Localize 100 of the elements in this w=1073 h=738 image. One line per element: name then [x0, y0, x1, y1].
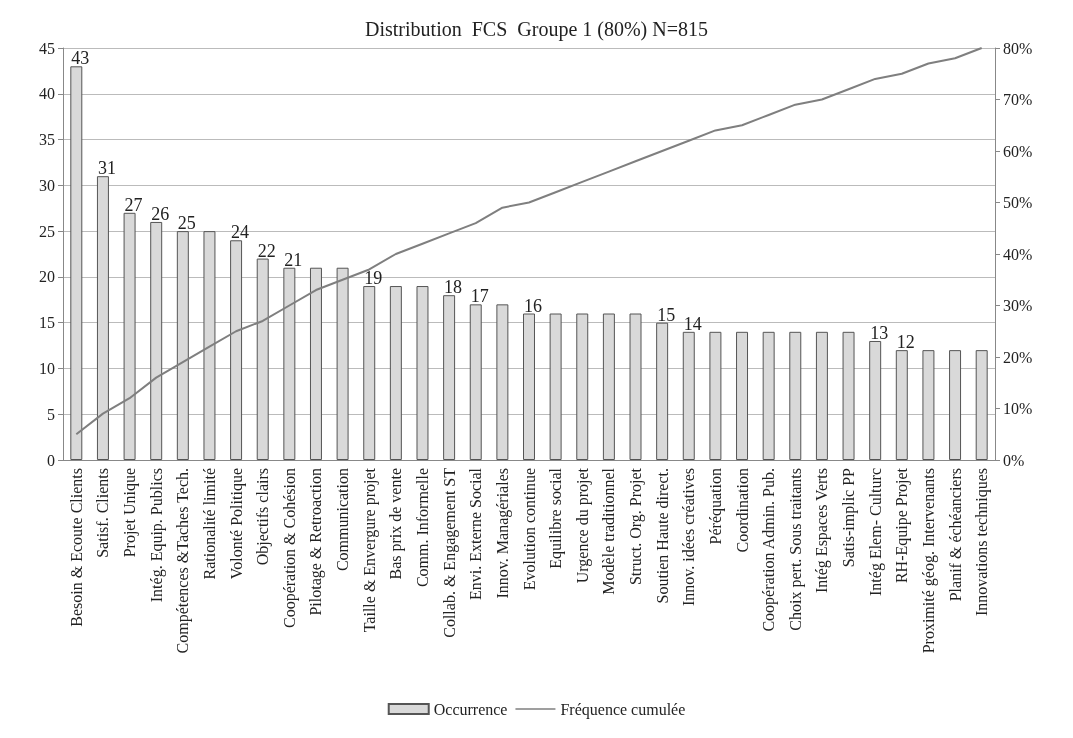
data-label: 17	[470, 286, 489, 307]
y2-tick-label: 30%	[1003, 297, 1033, 314]
x-tick-label: Satisf. Clients	[94, 468, 112, 558]
bar	[762, 331, 775, 460]
x-tick-label: Evolution continue	[520, 468, 538, 591]
x-tick-label: Comm. Informelle	[413, 468, 431, 588]
bar	[363, 286, 376, 460]
bar	[443, 295, 456, 460]
y-tick-label: 25	[39, 222, 55, 240]
x-tick-label: Volonté Politique	[227, 468, 246, 580]
bar	[150, 221, 163, 460]
bar	[549, 313, 562, 460]
data-label: 12	[896, 332, 915, 353]
x-tick-label: Planif & échéanciers	[946, 468, 964, 602]
bar	[309, 267, 322, 460]
data-label: 13	[870, 322, 889, 343]
x-tick-label: Intég. Equip. Publics	[147, 468, 166, 603]
x-tick-label: Intég Elem- Culturc	[866, 468, 885, 596]
y-tick-label: 5	[47, 405, 55, 423]
bar	[869, 340, 882, 460]
y-tick-label: 0	[47, 451, 55, 469]
x-tick-label: Compétences &Taches Tech.	[174, 468, 193, 654]
legend-label: Fréquence cumulée	[560, 700, 686, 719]
bar	[230, 240, 243, 460]
data-label: 22	[257, 240, 276, 261]
bar	[709, 331, 722, 460]
x-tick-label: Coopération Admin. Pub.	[760, 468, 779, 632]
bar	[736, 331, 749, 460]
x-tick-label: Equilibre social	[547, 467, 566, 569]
y2-tick-label: 80%	[1003, 39, 1033, 57]
y-tick-label: 15	[39, 314, 55, 332]
x-tick-label: Modèle traditionnel	[600, 467, 618, 595]
bar	[602, 313, 615, 460]
x-tick-label: Communication	[334, 468, 352, 572]
x-tick-label: Choix pert. Sous traitants	[786, 468, 805, 631]
y-tick-label: 20	[39, 268, 55, 286]
y2-tick-label: 60%	[1003, 142, 1033, 160]
x-tick-label: Coopération & Cohésion	[280, 468, 299, 628]
data-label: 27	[124, 194, 143, 215]
x-tick-label: Innov. Managériales	[493, 468, 512, 599]
x-tick-label: Urgence du projet	[573, 467, 592, 584]
data-label: 24	[231, 222, 250, 243]
bar	[70, 66, 83, 460]
x-tick-label: Rationalité limité	[200, 468, 218, 580]
x-tick-label: Envi. Externe Social	[467, 467, 485, 600]
bar	[336, 267, 349, 460]
data-label: 14	[683, 313, 702, 334]
data-label: 19	[364, 268, 383, 289]
x-tick-label: Collab. & Engagement ST	[440, 467, 459, 638]
x-tick-label: Soutien Haute direct.	[653, 468, 671, 604]
y-tick-label: 40	[39, 85, 55, 103]
chart-title: Distribution FCS Groupe 1 (80%) N=815	[365, 18, 708, 41]
x-tick-label: RH-Equipe Projet	[893, 467, 912, 584]
x-tick-label: Satis-implic PP	[840, 467, 859, 568]
bar	[469, 304, 482, 460]
bar	[389, 286, 402, 460]
data-label: 43	[71, 48, 90, 69]
bar	[96, 176, 109, 460]
y-tick-label: 35	[39, 131, 55, 149]
bar	[576, 313, 589, 460]
x-tick-label: Taille & Envergure projet	[360, 467, 379, 633]
data-label: 15	[657, 304, 676, 325]
bar	[416, 286, 429, 460]
bar	[682, 331, 695, 460]
bar	[975, 350, 988, 460]
y-tick-label: 30	[39, 176, 55, 194]
bar	[496, 304, 509, 460]
data-label: 31	[97, 158, 116, 179]
bar	[842, 331, 855, 460]
x-tick-label: Péréquation	[706, 468, 725, 545]
x-tick-label: Coordination	[733, 468, 751, 553]
x-tick-label: Struct. Org. Projet	[627, 467, 646, 586]
y-tick-label: 45	[39, 39, 55, 57]
x-tick-label: Objectifs clairs	[254, 468, 273, 566]
bar	[283, 267, 296, 460]
bar	[256, 258, 269, 460]
data-label: 21	[284, 249, 303, 270]
y2-tick-label: 50%	[1003, 194, 1033, 211]
bar	[895, 350, 908, 460]
bar	[123, 212, 136, 460]
bar	[789, 331, 802, 460]
x-tick-label: Intég Espaces Verts	[813, 468, 832, 593]
x-tick-label: Innov. idées créatives	[680, 468, 698, 607]
x-tick-label: Besoin & Ecoute Clients	[67, 468, 85, 627]
x-tick-label: Bas prix de vente	[387, 468, 406, 580]
data-label: 26	[151, 203, 170, 224]
y2-tick-label: 10%	[1003, 400, 1033, 417]
bar	[176, 231, 189, 460]
bar	[523, 313, 535, 460]
data-label: 16	[524, 295, 542, 316]
legend-label: Occurrence	[433, 700, 508, 718]
bar	[629, 313, 642, 460]
data-label: 18	[444, 277, 463, 298]
bar	[656, 322, 669, 460]
x-tick-label: Projet Unique	[121, 468, 140, 558]
x-tick-label: Proximité géog. Intervenants	[919, 468, 938, 654]
y-tick-label: 10	[39, 359, 55, 377]
y2-tick-label: 0%	[1003, 451, 1025, 469]
bar	[922, 350, 935, 460]
bar	[815, 331, 828, 460]
